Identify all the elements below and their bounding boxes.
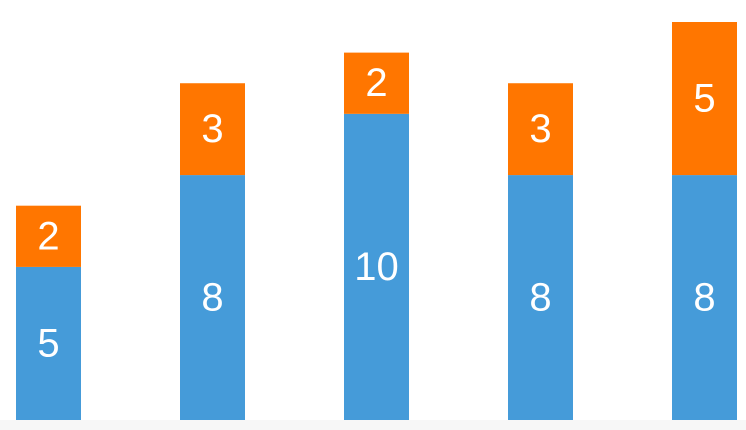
- bar-1-segment-1-label: 5: [37, 321, 59, 365]
- bar-3-segment-2: [344, 52, 409, 114]
- bar-5-segment-2-label: 5: [693, 77, 715, 121]
- bar-4-segment-1-label: 8: [529, 276, 551, 320]
- bar-3-segment-1-label: 10: [354, 245, 399, 289]
- bar-4-segment-2-label: 3: [529, 107, 551, 151]
- bar-5-segment-1: [672, 175, 737, 420]
- bar-1-segment-2: [16, 205, 81, 267]
- bar-5-segment-1-label: 8: [693, 276, 715, 320]
- bar-3-segment-1: [344, 113, 409, 420]
- bars-group: [16, 22, 737, 420]
- bar-3-segment-2-label: 2: [365, 61, 387, 105]
- bar-2-segment-2: [180, 83, 245, 176]
- bar-5-segment-2: [672, 22, 737, 176]
- bar-2-segment-1-label: 8: [201, 276, 223, 320]
- bar-4-segment-1: [508, 175, 573, 420]
- labels-group: 5 2 8 3 10 2 8 3 8 5: [37, 61, 715, 365]
- bar-4-segment-2: [508, 83, 573, 176]
- bar-2-segment-2-label: 3: [201, 107, 223, 151]
- baseline-strip: [0, 420, 746, 430]
- bar-2-segment-1: [180, 175, 245, 420]
- bar-1-segment-1: [16, 266, 81, 420]
- bar-1-segment-2-label: 2: [37, 214, 59, 258]
